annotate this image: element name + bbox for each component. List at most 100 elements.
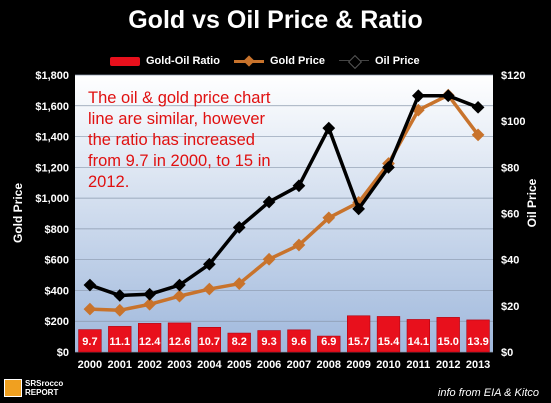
source-note: info from EIA & Kitco: [437, 387, 539, 399]
oil-price-point: [83, 278, 97, 292]
legend-swatch-ratio: [110, 56, 140, 66]
ratio-bar: [317, 335, 341, 353]
x-tick-label: 2006: [257, 359, 281, 371]
legend: Gold-Oil Ratio Gold Price Oil Price: [110, 50, 420, 72]
ratio-bar-label: 13.9: [467, 336, 488, 348]
gold-price-point: [113, 303, 127, 317]
oil-price-point: [471, 100, 485, 114]
ratio-bar-label: 11.1: [109, 336, 130, 348]
ratio-bar: [436, 317, 460, 353]
gold-price-point: [471, 128, 485, 142]
y2-tick-label: $60: [501, 209, 519, 221]
y2-tick-label: $80: [501, 162, 519, 174]
y2-tick-label: $40: [501, 255, 519, 267]
oil-price-point: [173, 278, 186, 292]
ratio-bar: [406, 319, 431, 353]
price-lines: [83, 88, 485, 317]
ratio-bar-label: 8.2: [232, 336, 247, 348]
ratio-bar-label: 6.9: [321, 336, 336, 348]
gold-price-point: [173, 289, 186, 303]
x-tick-label: 2007: [287, 359, 311, 371]
legend-item-oil: Oil Price: [338, 54, 420, 70]
x-tick-label: 2003: [167, 359, 191, 371]
oil-price-point: [232, 220, 246, 234]
y2-tick-label: $20: [501, 301, 519, 313]
annotation-text: The oil & gold price chart line are simi…: [88, 89, 271, 191]
logo: SRSrocco REPORT: [4, 377, 74, 399]
y-tick-label: $400: [45, 285, 69, 297]
x-tick-label: 2004: [197, 359, 222, 371]
ratio-bar: [108, 326, 132, 353]
ratio-bar: [167, 322, 192, 353]
gold-price-point: [202, 282, 216, 296]
axes: $0 $200 $400 $600 $800 $1,000 $1,200 $1,400 $1,6…: [35, 70, 525, 371]
gold-price-point: [143, 297, 157, 311]
x-tick-label: 2012: [436, 359, 460, 371]
x-tick-label: 2011: [406, 359, 430, 371]
legend-item-ratio: Gold-Oil Ratio: [110, 55, 220, 67]
y-tick-label: $1,200: [35, 162, 69, 174]
y-tick-label: $1,400: [35, 132, 69, 144]
ratio-bar-label: 15.4: [378, 336, 400, 348]
y2-axis-label: Oil Price: [525, 178, 539, 227]
y-tick-label: $0: [57, 347, 69, 359]
y2-tick-label: $120: [501, 70, 525, 82]
x-tick-label: 2009: [346, 359, 370, 371]
legend-swatch-oil: [338, 54, 369, 70]
ratio-bar-label: 9.6: [291, 336, 306, 348]
ratio-bar: [466, 319, 490, 353]
logo-text: SRSrocco REPORT: [25, 379, 63, 397]
oil-price-point: [143, 287, 157, 301]
oil-price-point: [411, 89, 425, 103]
oil-price-line: [89, 94, 479, 298]
x-tick-label: 2005: [227, 359, 251, 371]
ratio-bar: [78, 329, 102, 353]
y2-tick-label: $0: [501, 347, 513, 359]
oil-price-point: [113, 289, 127, 302]
ratio-bar-label: 14.1: [408, 336, 429, 348]
ratio-bar-label: 12.6: [169, 336, 190, 348]
y-tick-label: $1,600: [35, 101, 69, 113]
x-tick-label: 2008: [317, 359, 341, 371]
y-tick-label: $600: [45, 255, 69, 267]
oil-price-point: [352, 202, 366, 216]
x-tick-label: 2010: [376, 359, 400, 371]
legend-label-oil: Oil Price: [374, 55, 420, 67]
ratio-bar-label: 9.7: [82, 336, 97, 348]
ratio-bar-label: 9.3: [261, 336, 276, 348]
ratio-bar-label: 15.7: [348, 336, 369, 348]
ratio-bar: [257, 330, 281, 353]
oil-price-point: [202, 257, 216, 271]
ratio-bar-label: 15.0: [438, 336, 459, 348]
logo-line2: REPORT: [25, 388, 59, 397]
ratio-bar: [287, 329, 311, 353]
oil-price-point: [441, 89, 455, 103]
legend-swatch-gold: [233, 55, 264, 67]
logo-icon: [4, 379, 22, 397]
oil-price-point: [292, 179, 306, 193]
gold-price-point: [292, 238, 306, 252]
x-tick-label: 2002: [137, 359, 161, 371]
x-tick-label: 2000: [78, 359, 102, 371]
legend-label-ratio: Gold-Oil Ratio: [146, 55, 220, 67]
oil-price-point: [382, 160, 395, 174]
oil-price-point: [322, 121, 336, 135]
ratio-bar: [376, 316, 401, 353]
y-tick-label: $200: [45, 316, 69, 328]
gold-price-point: [83, 302, 97, 316]
x-tick-label: 2013: [466, 359, 490, 371]
ratio-bar-label: 10.7: [199, 336, 220, 348]
ratio-bars: 9.7 11.1 12.4 12.6 10.7 8.2 9.3 9.6 6.9 15.7 15.4 1…: [78, 315, 490, 353]
gold-price-point: [232, 277, 246, 291]
logo-line1: SRSrocco: [25, 379, 64, 388]
gold-price-point: [322, 211, 336, 225]
gridlines: [75, 74, 493, 353]
oil-price-point: [262, 195, 276, 209]
y-axis-label: Gold Price: [11, 183, 25, 243]
y2-tick-label: $100: [501, 116, 525, 128]
legend-item-gold: Gold Price: [233, 55, 325, 67]
y-tick-label: $1,800: [35, 70, 69, 82]
chart-title: Gold vs Oil Price & Ratio: [128, 6, 423, 34]
ratio-bar: [137, 323, 162, 353]
